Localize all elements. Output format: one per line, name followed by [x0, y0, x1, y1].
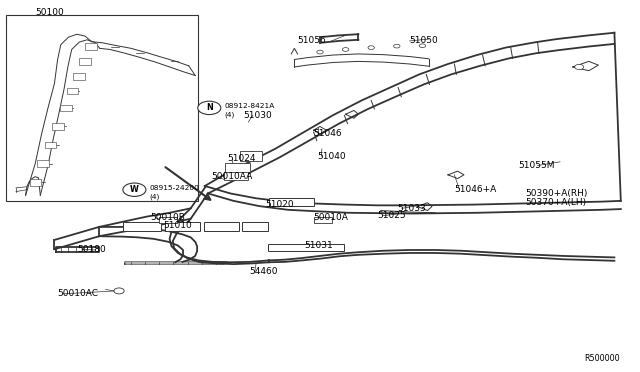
Bar	[224, 172, 248, 180]
Text: 51031: 51031	[304, 241, 333, 250]
Circle shape	[419, 44, 426, 48]
Text: 51056: 51056	[298, 36, 326, 45]
Bar	[73, 73, 84, 80]
Text: 51055M: 51055M	[518, 161, 555, 170]
Bar	[45, 142, 56, 148]
Bar	[79, 58, 91, 65]
Circle shape	[317, 50, 323, 54]
Text: 08912-8421A: 08912-8421A	[224, 103, 275, 109]
Circle shape	[114, 288, 124, 294]
Text: W: W	[130, 185, 139, 194]
Bar	[165, 222, 200, 231]
Text: 50010AC: 50010AC	[58, 289, 99, 298]
Bar	[242, 222, 268, 231]
Bar	[85, 43, 97, 50]
Text: 50100: 50100	[35, 8, 64, 17]
Text: 51046: 51046	[314, 129, 342, 138]
Text: 51040: 51040	[317, 152, 346, 161]
Text: 50010AA: 50010AA	[211, 172, 252, 181]
Bar	[29, 179, 41, 186]
Text: 50010A: 50010A	[314, 213, 348, 222]
Text: 51033: 51033	[397, 204, 426, 213]
Text: 51024: 51024	[227, 154, 256, 163]
Text: R500000: R500000	[584, 354, 620, 363]
Text: 51020: 51020	[266, 200, 294, 209]
Circle shape	[394, 44, 400, 48]
Text: 50180: 50180	[77, 245, 106, 254]
Text: 51010: 51010	[163, 221, 192, 230]
Text: 54460: 54460	[250, 267, 278, 276]
Circle shape	[368, 46, 374, 49]
Bar	[269, 198, 314, 206]
Text: 51046+A: 51046+A	[454, 185, 497, 194]
Circle shape	[342, 48, 349, 51]
FancyBboxPatch shape	[6, 15, 198, 201]
Text: 51030: 51030	[243, 111, 272, 120]
Bar	[240, 151, 262, 161]
Bar	[225, 163, 250, 173]
Text: 51050: 51050	[410, 36, 438, 45]
Bar	[314, 217, 332, 223]
Circle shape	[575, 64, 584, 70]
Bar	[37, 160, 49, 167]
Circle shape	[123, 183, 146, 196]
Bar	[60, 105, 72, 111]
Text: (4): (4)	[224, 111, 234, 118]
Bar	[204, 222, 239, 231]
Text: 50390+A(RH): 50390+A(RH)	[525, 189, 587, 198]
Bar	[52, 123, 64, 130]
Text: 08915-24200: 08915-24200	[149, 185, 199, 191]
Bar	[67, 88, 79, 94]
Text: 50370+A(LH): 50370+A(LH)	[525, 198, 586, 207]
Bar	[268, 244, 344, 251]
Text: (4): (4)	[149, 193, 159, 200]
Bar	[123, 222, 161, 231]
Bar	[159, 217, 177, 223]
Text: 50010B: 50010B	[150, 213, 185, 222]
Text: N: N	[206, 103, 212, 112]
Text: 51025: 51025	[378, 211, 406, 220]
Circle shape	[198, 101, 221, 115]
